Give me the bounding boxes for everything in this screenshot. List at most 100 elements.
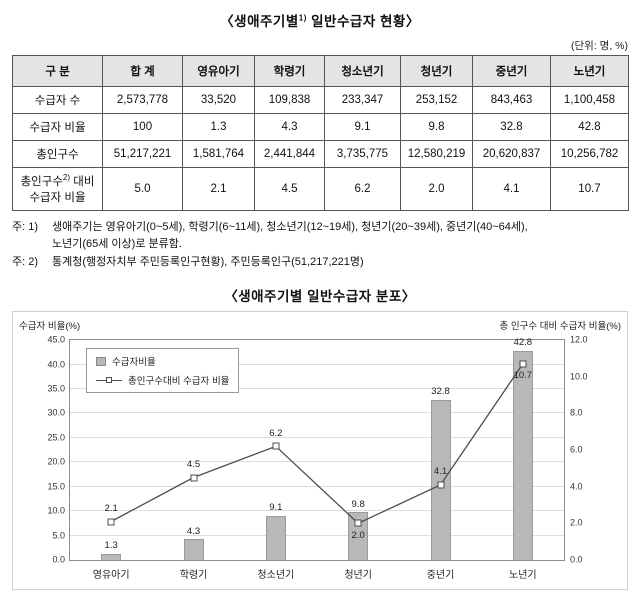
table-cell: 6.2 (324, 167, 401, 211)
column-header: 합 계 (102, 55, 183, 87)
bar (265, 515, 286, 561)
x-axis-label: 학령기 (179, 570, 208, 582)
line-marker (272, 442, 280, 450)
table-cell: 9.8 (400, 113, 473, 141)
table-cell: 100 (102, 113, 183, 141)
table-row: 수급자 수 2,573,778 33,520 109,838 233,347 253,15… (12, 86, 629, 114)
legend-label: 총인구수대비 수급자 비율 (128, 376, 230, 388)
column-header: 중년기 (472, 55, 551, 87)
table-body: 수급자 수 2,573,778 33,520 109,838 233,347 253,15… (12, 86, 629, 211)
table-cell: 4.3 (254, 113, 325, 141)
gridline (70, 436, 564, 438)
left-axis-tick: 30.0 (47, 407, 65, 418)
legend-item: 수급자비율 (96, 354, 229, 368)
bar (348, 512, 369, 561)
table-cell: 2,441,844 (254, 140, 325, 168)
footnote-line: 통계청(행정자치부 주민등록인구현황), 주민등록인구(51,217,221명) (52, 256, 364, 269)
line-marker (354, 519, 362, 527)
gridline (70, 412, 564, 414)
table-cell: 253,152 (400, 86, 473, 114)
table-cell: 1.3 (182, 113, 255, 141)
table-cell: 843,463 (472, 86, 551, 114)
line-value-label: 2.1 (104, 503, 118, 515)
line-value-label: 6.2 (269, 427, 283, 439)
x-axis-label: 청소년기 (257, 570, 295, 582)
table-cell: 10,256,782 (550, 140, 629, 168)
gridline (70, 510, 564, 512)
right-axis-tick: 12.0 (570, 334, 588, 345)
line-value-label: 2.0 (351, 529, 365, 541)
bar-value-label: 9.8 (351, 498, 365, 510)
line-marker (107, 518, 115, 526)
left-axis-title: 수급자 비율(%) (19, 321, 81, 333)
footnotes: 주: 1) 생애주기는 영유아기(0~5세), 학령기(6~11세), 청소년기… (12, 219, 628, 271)
line-value-label: 4.5 (186, 459, 201, 471)
table-cell: 2.1 (182, 167, 255, 211)
footnote-line: 노년기(65세 이상)로 분류함. (52, 238, 182, 251)
gridline (70, 388, 564, 390)
left-axis-tick: 5.0 (52, 530, 65, 541)
line-marker (190, 474, 197, 482)
right-axis-tick: 2.0 (570, 517, 583, 528)
table-title: 〈생애주기별1) 일반수급자 현황〉 (12, 6, 628, 38)
left-axis-tick: 0.0 (52, 554, 65, 565)
bar-value-label: 9.1 (269, 502, 283, 514)
table-cell: 109,838 (254, 86, 325, 114)
table-title-text: 〈생애주기별 (220, 14, 299, 29)
left-axis-tick: 15.0 (47, 481, 65, 492)
line-value-label: 10.7 (513, 370, 533, 382)
bar (512, 350, 533, 561)
legend-bar-swatch (96, 356, 106, 366)
right-axis-tick: 4.0 (570, 481, 583, 492)
line-value-label: 4.1 (433, 466, 448, 478)
line-marker (519, 360, 527, 368)
chart-main: 수급자비율 총인구수대비 수급자 비율 0.0 5.0 10.0 15.0 20.0 25.… (17, 335, 623, 583)
footnote-2: 주: 2) 통계청(행정자치부 주민등록인구현황), 주민등록인구(51,217… (12, 254, 628, 271)
table-cell: 2.0 (400, 167, 473, 211)
table-row: 수급자 비율 100 1.3 4.3 9.1 9.8 32.8 42.8 (12, 113, 629, 141)
line-marker (437, 481, 444, 489)
gridline (70, 534, 564, 536)
table-cell: 4.1 (472, 167, 551, 211)
x-axis-label: 노년기 (509, 570, 537, 582)
footnote-text: 통계청(행정자치부 주민등록인구현황), 주민등록인구(51,217,221명) (52, 254, 628, 271)
right-axis-title: 총 인구수 대비 수급자 비율(%) (499, 321, 621, 333)
table-cell: 5.0 (102, 167, 183, 211)
table-cell: 12,580,219 (400, 140, 473, 168)
table-title-footnote-mark: 1) (298, 13, 307, 23)
table-cell: 3,735,775 (324, 140, 401, 168)
gridline (70, 461, 564, 463)
table-cell: 4.5 (254, 167, 325, 211)
table-cell: 1,581,764 (182, 140, 255, 168)
table-cell: 42.8 (550, 113, 629, 141)
column-header: 학령기 (254, 55, 325, 87)
plot-area: 수급자비율 총인구수대비 수급자 비율 0.0 5.0 10.0 15.0 20.0 25.… (47, 335, 587, 581)
gridline (70, 363, 564, 365)
table-cell: 33,520 (182, 86, 255, 114)
bar-value-label: 1.3 (104, 540, 118, 552)
table-cell: 20,620,837 (472, 140, 551, 168)
row-header: 총인구수2) 대비 수급자 비율 (12, 167, 103, 211)
column-header: 노년기 (550, 55, 629, 87)
left-axis-tick: 35.0 (47, 383, 65, 394)
row-header: 총인구수 (12, 140, 103, 168)
column-header: 청소년기 (324, 55, 401, 87)
line-series (70, 340, 564, 560)
table-title-text: 일반수급자 현황〉 (306, 14, 420, 29)
table-cell: 10.7 (550, 167, 629, 211)
right-axis-tick: 0.0 (570, 554, 583, 565)
row-header: 수급자 수 (12, 86, 103, 114)
table-row: 총인구수2) 대비 수급자 비율 5.0 2.1 4.5 6.2 2.0 4.1 10.7 (12, 167, 629, 211)
axis-titles: 수급자 비율(%) 총 인구수 대비 수급자 비율(%) (17, 318, 623, 335)
footnote-text: 생애주기는 영유아기(0~5세), 학령기(6~11세), 청소년기(12~19… (52, 219, 628, 253)
bar-value-label: 32.8 (431, 386, 450, 398)
table-cell: 2,573,778 (102, 86, 183, 114)
bar (101, 553, 122, 561)
left-axis-tick: 40.0 (47, 359, 65, 370)
left-axis-tick: 45.0 (47, 334, 65, 345)
